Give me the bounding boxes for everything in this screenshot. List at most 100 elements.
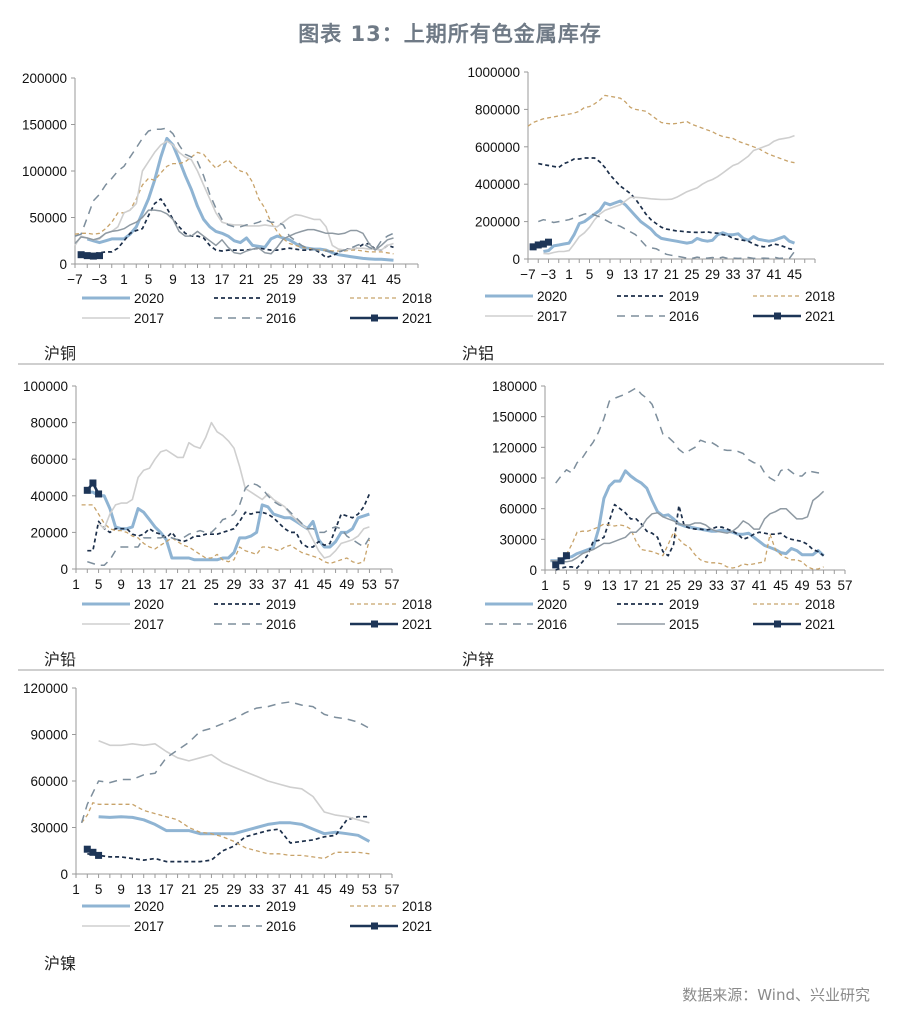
x-tick-label: 37	[746, 267, 761, 282]
x-tick-label: 49	[339, 882, 354, 897]
legend-item-2019: 2019	[214, 899, 296, 914]
series-line-2020	[87, 490, 370, 562]
x-tick-label: −3	[541, 267, 556, 282]
legend-item-2021: 2021	[350, 617, 432, 632]
x-tick-label: 57	[837, 578, 852, 593]
chart-panel-zinc: 0 30000 60000 90000 120000 150000 180000 1 5 9 13 1…	[450, 368, 900, 673]
legend-label: 2020	[134, 291, 164, 306]
series-line-2017	[74, 140, 394, 251]
y-tick-label: 100000	[22, 164, 67, 179]
legend-label: 2016	[266, 617, 296, 632]
y-tick-label: 600000	[475, 140, 520, 155]
series-line-2020	[98, 815, 371, 843]
x-tick-label: 45	[386, 272, 401, 287]
series-line-2018	[81, 504, 371, 565]
legend-label: 2021	[805, 309, 835, 324]
series-line-2018	[81, 802, 370, 860]
x-tick-label: 57	[384, 577, 399, 592]
legend-label: 2019	[669, 289, 699, 304]
x-tick-label: 45	[773, 578, 788, 593]
y-tick-label: 120000	[492, 440, 537, 455]
legend-label: 2020	[134, 899, 164, 914]
legend-item-2019: 2019	[617, 597, 699, 612]
y-tick-label: 400000	[475, 177, 520, 192]
legend-item-2018: 2018	[753, 597, 835, 612]
legend-item-2016: 2016	[214, 617, 296, 632]
legend-label: 2017	[537, 309, 567, 324]
legend-label: 2019	[266, 291, 296, 306]
legend-item-2020: 2020	[82, 899, 164, 914]
chart-label-nickel: 沪镍	[44, 954, 77, 973]
x-tick-label: 25	[204, 577, 219, 592]
chart-zinc: 0 30000 60000 90000 120000 150000 180000 1 5 9 13 1…	[485, 379, 853, 632]
series-line-2020	[550, 469, 825, 563]
legend-item-2017: 2017	[82, 617, 164, 632]
series-line-2019	[538, 157, 795, 251]
series-line-2017	[98, 421, 370, 559]
y-tick-label: 80000	[30, 416, 68, 431]
x-tick-label: 29	[226, 577, 241, 592]
y-tick-label: 0	[60, 867, 68, 882]
legend-item-2017: 2017	[82, 311, 164, 326]
x-tick-label: 33	[312, 272, 327, 287]
x-tick-label: 29	[705, 267, 720, 282]
x-tick-label: 13	[190, 272, 205, 287]
x-tick-label: 5	[145, 272, 153, 287]
legend-label: 2021	[402, 311, 432, 326]
y-tick-label: 800000	[475, 102, 520, 117]
series-line-2019	[87, 493, 371, 552]
y-tick-label: 20000	[30, 525, 68, 540]
series-line-2020	[543, 199, 796, 253]
series-line-2015	[550, 490, 825, 563]
chart-label-copper: 沪铜	[44, 344, 77, 363]
x-tick-label: 21	[181, 577, 196, 592]
x-tick-label: 53	[362, 882, 377, 897]
legend-item-2015: 2015	[617, 617, 699, 632]
x-tick-label: 13	[602, 578, 617, 593]
x-tick-label: 9	[117, 882, 125, 897]
legend-item-2018: 2018	[350, 597, 432, 612]
y-tick-label: 60000	[30, 452, 68, 467]
x-tick-label: 49	[339, 577, 354, 592]
y-tick-label: 180000	[492, 379, 537, 394]
x-tick-label: 5	[563, 578, 571, 593]
y-tick-label: 150000	[492, 410, 537, 425]
y-tick-label: 0	[529, 563, 537, 578]
x-tick-label: 29	[687, 578, 702, 593]
chart-label-zinc: 沪锌	[462, 650, 495, 669]
x-tick-label: 41	[361, 272, 376, 287]
series-marker-2021	[552, 561, 560, 569]
series-line-2017	[98, 739, 370, 824]
x-tick-label: 37	[272, 882, 287, 897]
y-tick-label: 30000	[499, 532, 537, 547]
y-tick-label: 60000	[30, 774, 68, 789]
page-title: 图表 13：上期所有色金属库存	[298, 22, 602, 46]
chart-panel-lead: 0 20000 40000 60000 80000 100000 1 5 9 13 17 21 25 29…	[0, 368, 450, 673]
legend-item-2017: 2017	[485, 309, 567, 324]
series-marker-2021	[562, 552, 570, 560]
legend-item-2018: 2018	[350, 899, 432, 914]
x-tick-label: 1	[541, 578, 549, 593]
legend-label: 2017	[134, 919, 164, 934]
series-marker-2021	[95, 851, 103, 859]
legend-marker	[774, 620, 781, 628]
chart-panel-copper: 0 50000 100000 150000 200000 −7 −3 1 5 9 13 17 21 25 2…	[0, 60, 450, 365]
legend-item-2021: 2021	[753, 617, 835, 632]
x-tick-label: 13	[623, 267, 638, 282]
x-tick-label: 9	[169, 272, 177, 287]
legend-item-2021: 2021	[350, 311, 432, 326]
x-tick-label: 1	[72, 882, 80, 897]
legend-item-2018: 2018	[753, 289, 835, 304]
x-tick-label: 1	[120, 272, 128, 287]
legend-item-2020: 2020	[485, 597, 567, 612]
legend-item-2016: 2016	[485, 617, 567, 632]
x-tick-label: 25	[666, 578, 681, 593]
legend-label: 2016	[266, 311, 296, 326]
x-tick-label: 17	[643, 267, 658, 282]
legend-label: 2018	[805, 289, 835, 304]
series-line-2018	[565, 523, 824, 570]
divider-row2	[18, 669, 884, 671]
x-tick-label: 25	[204, 882, 219, 897]
y-tick-label: 40000	[30, 489, 68, 504]
legend-label: 2018	[402, 899, 432, 914]
